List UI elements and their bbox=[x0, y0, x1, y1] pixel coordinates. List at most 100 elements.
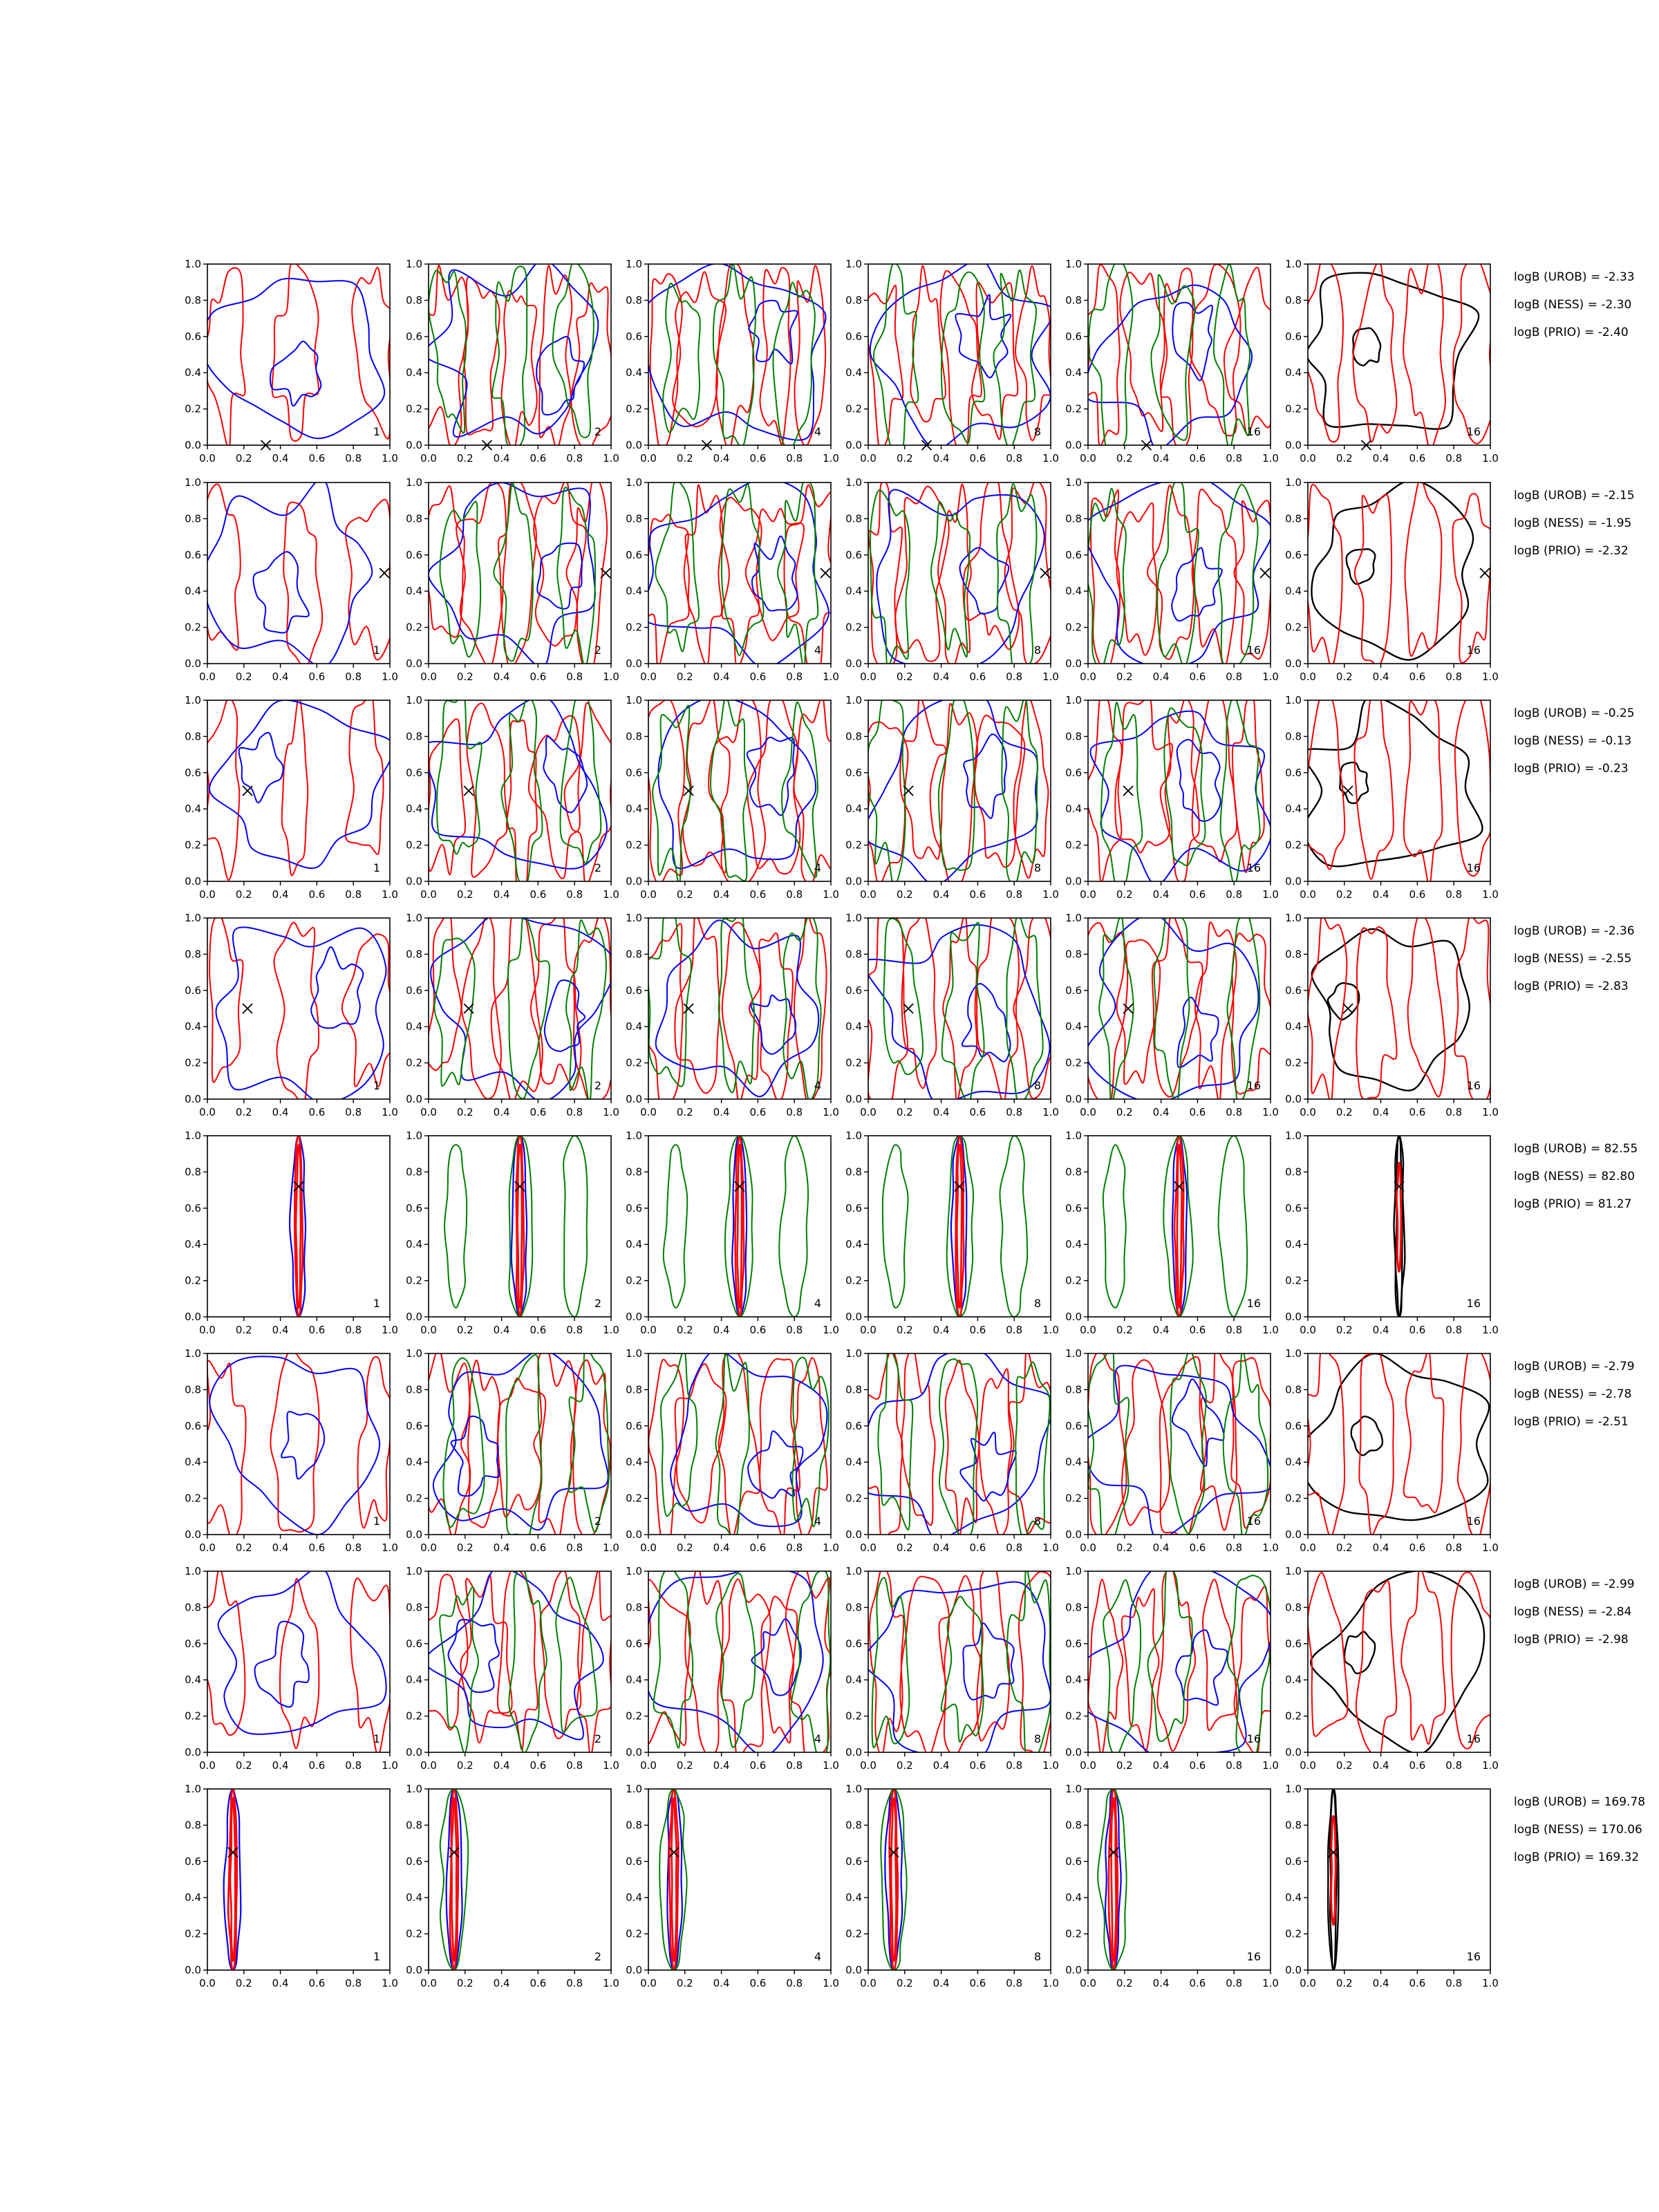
subplot-panel: 0.00.0 0.2 0.2 0.4 0.4 0.6 0.6 0.8 0.8 1.0 1.0 4 bbox=[626, 694, 839, 901]
contour-line bbox=[539, 265, 572, 449]
x-tick-label: 0.0 bbox=[199, 671, 216, 683]
y-tick-label: 0.8 bbox=[845, 948, 862, 960]
subplot-panel: 0.00.0 0.2 0.2 0.4 0.4 0.6 0.6 0.8 0.8 1.0 1.0 4 bbox=[626, 1130, 839, 1336]
target-marker bbox=[379, 568, 390, 579]
contour-line bbox=[203, 479, 372, 668]
y-tick-label: 0.0 bbox=[626, 1528, 642, 1541]
contour-line bbox=[431, 914, 615, 1101]
contour-line bbox=[1192, 693, 1237, 862]
y-tick-label: 1.0 bbox=[626, 1565, 642, 1577]
x-tick-label: 0.8 bbox=[345, 1106, 362, 1118]
contour-line bbox=[931, 502, 970, 657]
contour-line bbox=[424, 265, 469, 447]
x-tick-label: 0.6 bbox=[1189, 1324, 1206, 1336]
y-tick-label: 0.4 bbox=[626, 1674, 642, 1686]
axes-frame bbox=[428, 917, 612, 1100]
x-tick-label: 0.4 bbox=[713, 1324, 730, 1336]
contour-line bbox=[865, 285, 903, 450]
x-tick-label: 0.0 bbox=[1080, 452, 1096, 465]
y-tick-label: 0.2 bbox=[1065, 1275, 1082, 1287]
y-tick-label: 1.0 bbox=[185, 912, 201, 924]
contour-line bbox=[545, 980, 585, 1051]
y-tick-label: 0.8 bbox=[626, 948, 642, 960]
x-tick-label: 0.0 bbox=[1300, 1759, 1316, 1772]
contour-line bbox=[1224, 1350, 1268, 1539]
y-tick-label: 0.0 bbox=[1285, 1093, 1302, 1105]
x-tick-label: 1.0 bbox=[1262, 452, 1279, 465]
y-tick-label: 0.6 bbox=[626, 767, 642, 779]
subplot-panel: 0.00.0 0.2 0.2 0.4 0.4 0.6 0.6 0.8 0.8 1.0 1.0 2 bbox=[406, 476, 619, 683]
contour-line bbox=[713, 264, 756, 448]
x-tick-label: 0.2 bbox=[236, 1977, 252, 1989]
x-tick-label: 0.6 bbox=[1189, 1977, 1206, 1989]
y-tick-label: 0.6 bbox=[845, 330, 862, 343]
contour-line bbox=[509, 1567, 547, 1753]
x-tick-label: 1.0 bbox=[823, 452, 839, 465]
x-tick-label: 1.0 bbox=[823, 1106, 839, 1118]
y-tick-label: 1.0 bbox=[845, 912, 862, 924]
bayes-factor-label: logB (NESS) = -2.55 bbox=[1514, 952, 1631, 966]
panel-count-label: 1 bbox=[373, 1515, 380, 1528]
contour-line bbox=[437, 695, 482, 854]
contour-line bbox=[947, 1136, 973, 1317]
contour-set bbox=[203, 1349, 391, 1538]
contour-line bbox=[1087, 489, 1126, 668]
x-tick-label: 0.8 bbox=[1006, 671, 1022, 683]
panel-count-label: 16 bbox=[1247, 425, 1261, 438]
x-tick-label: 0.2 bbox=[236, 452, 252, 465]
x-tick-label: 0.6 bbox=[969, 1977, 986, 1989]
y-tick-label: 0.6 bbox=[845, 984, 862, 997]
panel-count-label: 8 bbox=[1034, 1079, 1041, 1092]
x-tick-label: 0.4 bbox=[272, 452, 289, 465]
contour-line bbox=[1328, 1789, 1338, 1970]
panel-count-label: 4 bbox=[814, 1297, 821, 1310]
y-tick-label: 0.4 bbox=[626, 1238, 642, 1250]
contour-line bbox=[870, 260, 1053, 449]
contour-line bbox=[1344, 1631, 1375, 1674]
y-tick-label: 0.6 bbox=[185, 1638, 201, 1650]
contour-set bbox=[883, 1136, 1027, 1317]
contour-set bbox=[1394, 1136, 1405, 1317]
y-tick-label: 0.4 bbox=[185, 585, 201, 597]
y-tick-label: 0.4 bbox=[406, 1456, 422, 1468]
x-tick-label: 0.2 bbox=[457, 671, 474, 683]
subplot-panel: 0.00.0 0.2 0.2 0.4 0.4 0.6 0.6 0.8 0.8 1.0 1.0 16 bbox=[1285, 1130, 1499, 1336]
x-tick-label: 1.0 bbox=[603, 1541, 619, 1554]
y-tick-label: 0.0 bbox=[1065, 439, 1082, 451]
x-tick-label: 0.8 bbox=[345, 1759, 362, 1772]
y-tick-label: 0.2 bbox=[626, 1928, 642, 1940]
y-tick-label: 0.0 bbox=[406, 1311, 422, 1323]
y-tick-label: 0.0 bbox=[626, 875, 642, 888]
x-tick-label: 0.2 bbox=[457, 452, 474, 465]
axes-frame bbox=[207, 1571, 391, 1753]
x-tick-label: 1.0 bbox=[1262, 671, 1279, 683]
x-tick-label: 0.8 bbox=[345, 888, 362, 901]
subplot-panel: 0.00.0 0.2 0.2 0.4 0.4 0.6 0.6 0.8 0.8 1.0 1.0 2 bbox=[406, 912, 619, 1118]
contour-line bbox=[1403, 259, 1445, 449]
target-marker bbox=[1123, 785, 1134, 796]
y-tick-label: 0.6 bbox=[406, 767, 422, 779]
y-tick-label: 1.0 bbox=[406, 1130, 422, 1142]
y-tick-label: 0.6 bbox=[185, 1420, 201, 1432]
x-tick-label: 0.8 bbox=[345, 1324, 362, 1336]
y-tick-label: 0.4 bbox=[1065, 1674, 1082, 1686]
x-tick-label: 0.8 bbox=[1445, 1977, 1462, 1989]
x-tick-label: 0.6 bbox=[1409, 1324, 1425, 1336]
panel-count-label: 2 bbox=[594, 1732, 601, 1745]
contour-line bbox=[567, 477, 608, 671]
x-tick-label: 0.0 bbox=[640, 1541, 657, 1554]
contour-line bbox=[890, 1789, 898, 1970]
y-tick-label: 0.6 bbox=[845, 767, 862, 779]
contour-line bbox=[941, 1596, 984, 1742]
y-tick-label: 1.0 bbox=[406, 1783, 422, 1795]
x-tick-label: 0.6 bbox=[1409, 452, 1425, 465]
x-tick-label: 0.2 bbox=[1336, 1106, 1353, 1118]
x-tick-label: 0.4 bbox=[933, 671, 950, 683]
y-tick-label: 0.0 bbox=[626, 439, 642, 451]
contour-line bbox=[569, 1348, 609, 1532]
x-tick-label: 0.8 bbox=[1006, 1977, 1022, 1989]
y-tick-label: 0.2 bbox=[185, 1492, 201, 1505]
x-tick-label: 0.2 bbox=[1116, 452, 1133, 465]
x-tick-label: 1.0 bbox=[603, 888, 619, 901]
